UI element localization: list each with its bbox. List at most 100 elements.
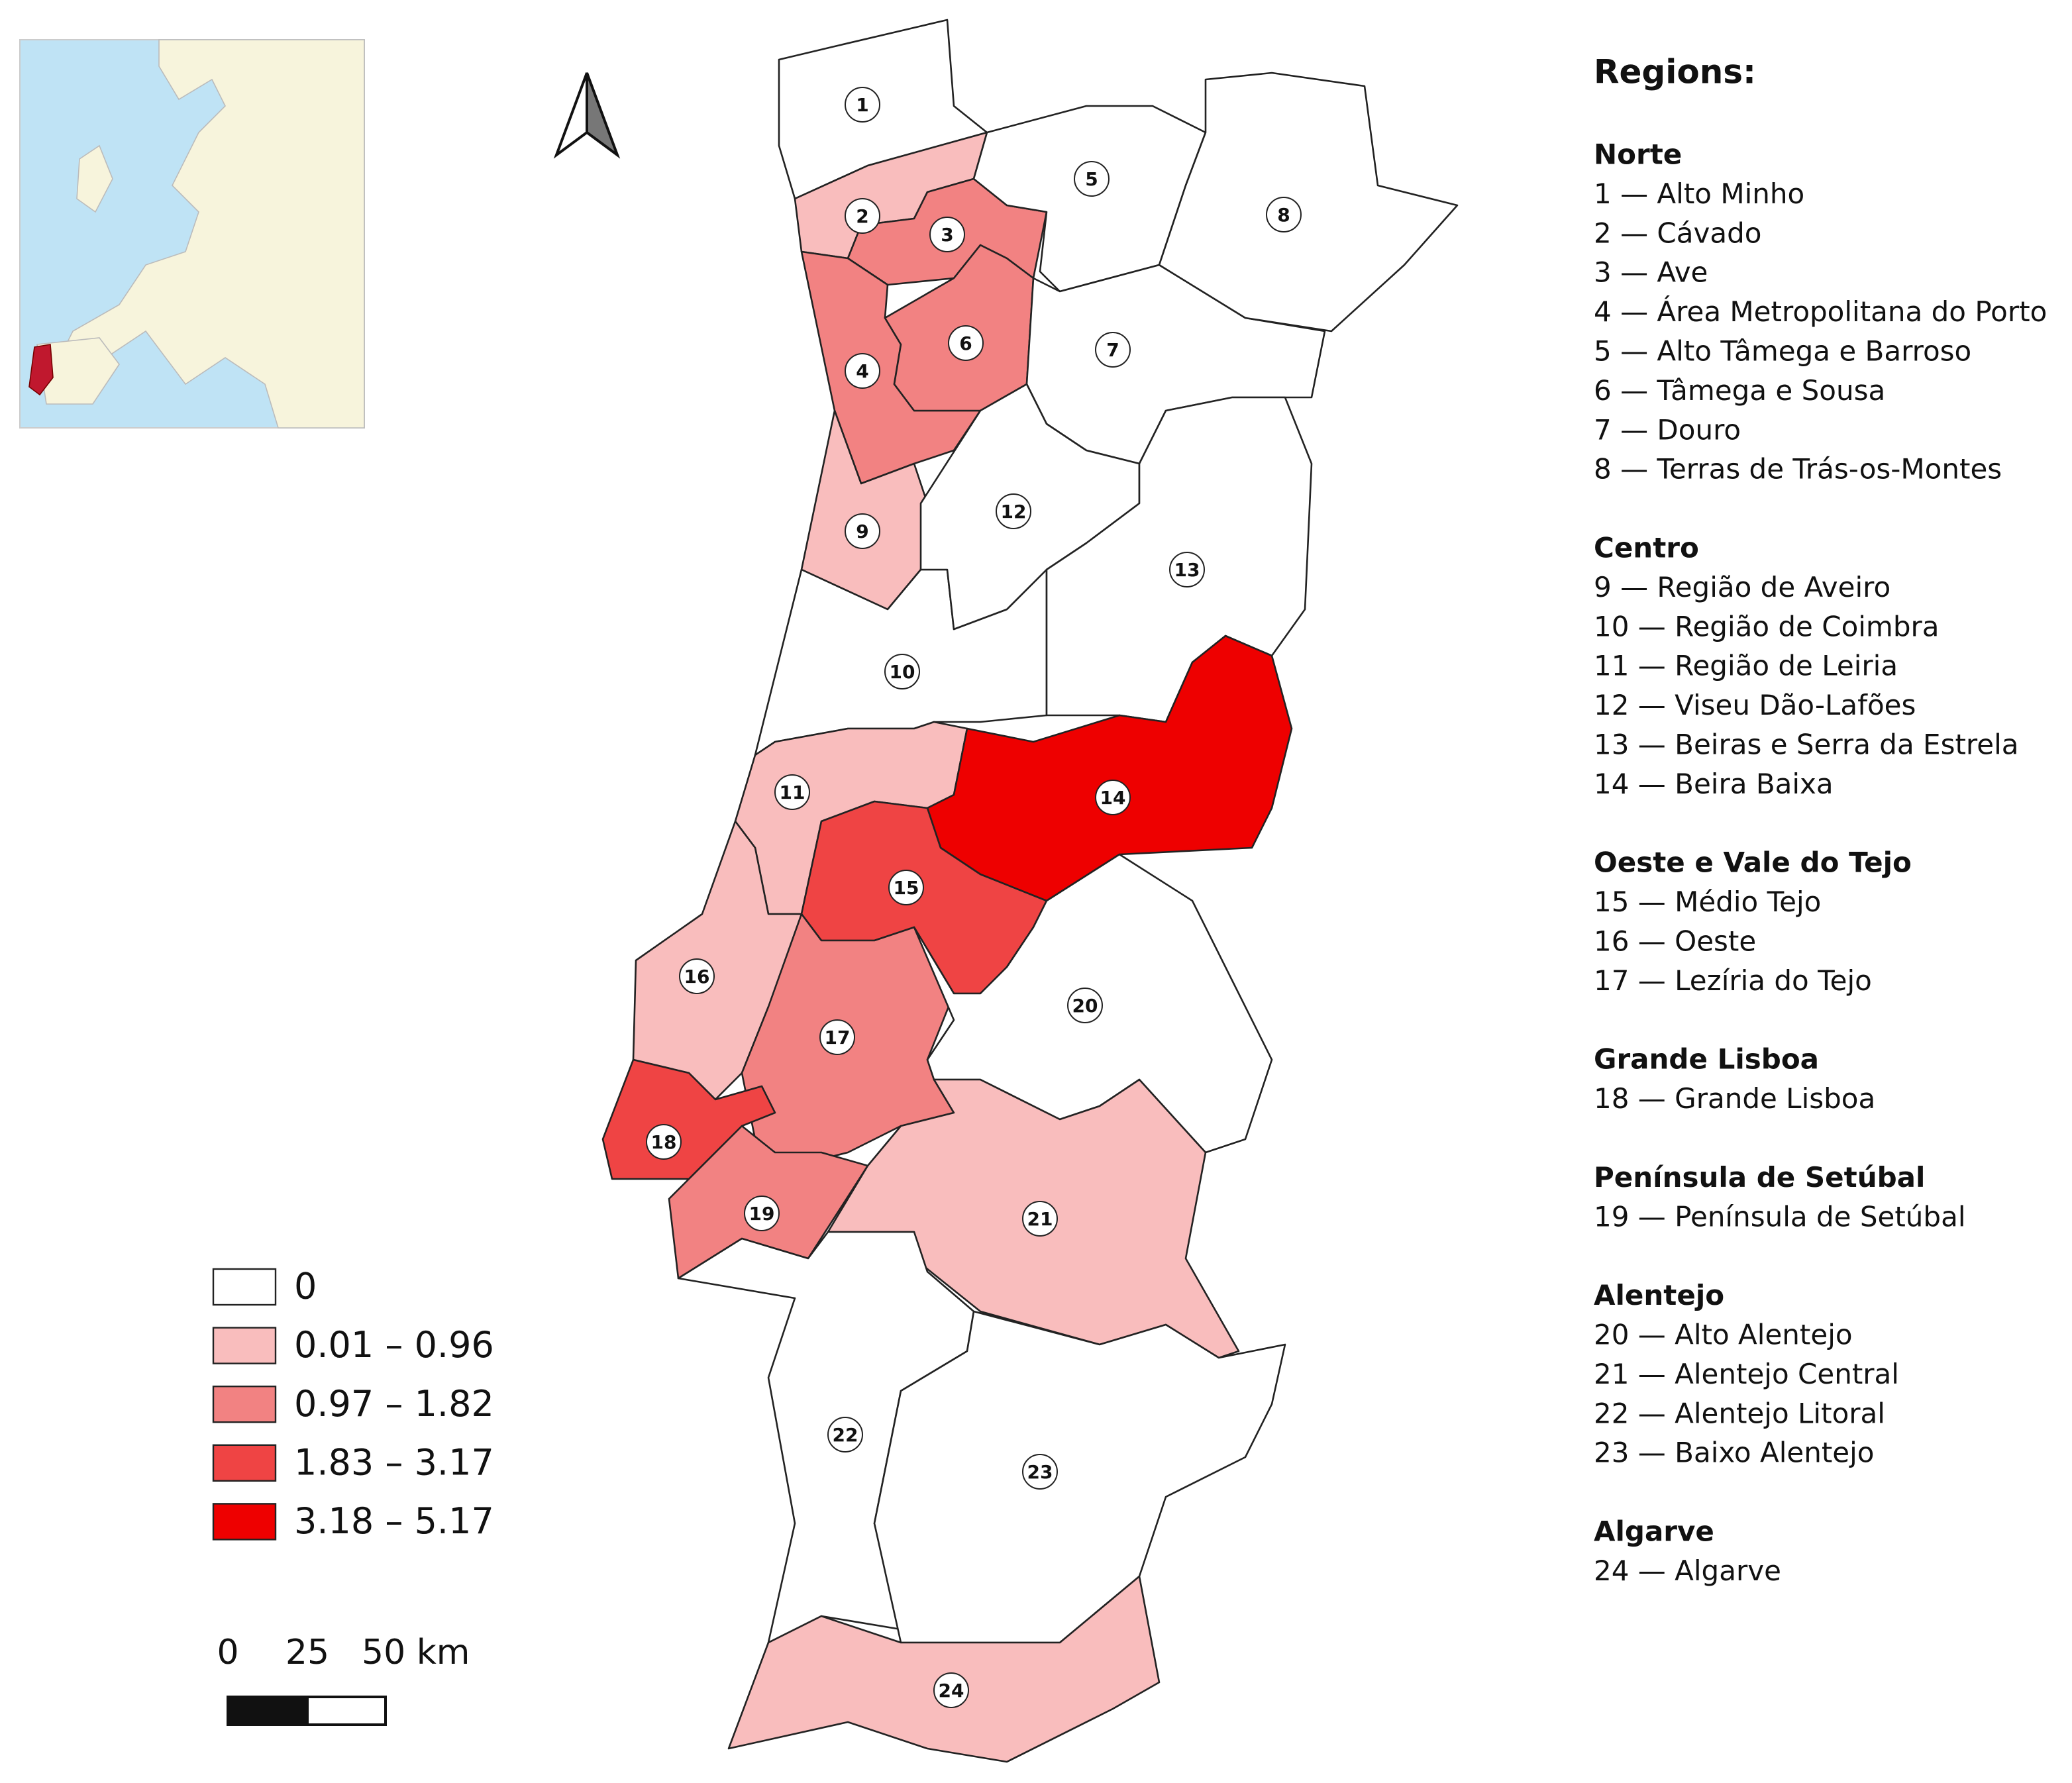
scale-label: 0 [217,1633,238,1672]
north-arrow [553,72,621,159]
region-entry: 22 — Alentejo Litoral [1594,1397,1885,1429]
region-entry: 7 — Douro [1594,413,1741,446]
group-heading: Grande Lisboa [1594,1043,1819,1076]
legend-label: 0.97 – 1.82 [294,1383,494,1425]
region-marker [845,87,880,123]
region-number: 12 [1001,501,1027,523]
region-marker [827,1417,863,1452]
group-heading: Alentejo [1594,1279,1724,1311]
region-number: 6 [959,332,972,354]
regions-panel: Regions: Norte 1 — Alto Minho 2 — Cávado 3 … [1594,53,2047,1587]
inset-portugal [28,344,54,396]
region-number: 17 [825,1027,851,1048]
group-heading: Oeste e Vale do Tejo [1594,846,1912,879]
region-entry: 23 — Baixo Alentejo [1594,1437,1875,1469]
region-entry: 13 — Beiras e Serra da Estrela [1594,729,2019,761]
region-marker [845,353,880,389]
region-entry: 16 — Oeste [1594,925,1756,958]
region-entry: 24 — Algarve [1594,1554,1781,1587]
region-entry: 12 — Viseu Dão-Lafões [1594,689,1916,721]
region-number: 22 [833,1424,858,1446]
region-entry: 21 — Alentejo Central [1594,1358,1899,1390]
region-entry: 1 — Alto Minho [1594,178,1804,210]
region-area [727,1575,1161,1763]
region-entry: 9 — Região de Aveiro [1594,571,1891,603]
region-marker [679,958,715,994]
inset-land [76,144,113,213]
region-marker [1067,988,1103,1023]
region-marker [884,654,920,689]
group-heading: Península de Setúbal [1594,1161,1925,1194]
legend-label: 1.83 – 3.17 [294,1441,494,1483]
region-area [601,1058,776,1180]
region-marker [1074,161,1110,197]
legend-label: 0 [294,1266,317,1307]
region-marker [929,217,965,252]
panel-title: Regions: [1594,53,1756,91]
region-entry: 5 — Alto Tâmega e Barroso [1594,335,1971,368]
region-number: 21 [1027,1208,1053,1230]
region-marker [888,870,924,905]
region-marker [996,493,1031,529]
region-marker [948,325,984,361]
region-marker [845,513,880,549]
region-marker [1095,780,1131,815]
region-marker [1169,552,1205,587]
region-marker [819,1019,855,1055]
region-number: 24 [939,1680,964,1702]
region-entry: 11 — Região de Leiria [1594,650,1898,682]
region-marker [1266,197,1302,232]
region-number: 2 [856,205,868,227]
legend-swatch [212,1503,277,1541]
group-heading: Centro [1594,532,1699,564]
legend-swatch [212,1444,277,1482]
inset-map [19,39,365,429]
scale-bar: 0 25 50 km [217,1633,470,1726]
region-number: 19 [749,1203,775,1225]
region-number: 8 [1277,204,1290,226]
region-entry: 18 — Grande Lisboa [1594,1082,1875,1115]
region-marker [1022,1201,1058,1237]
inset-land [36,337,120,405]
legend-swatch [212,1385,277,1423]
region-area [1158,72,1459,332]
legend-swatch [212,1268,277,1306]
region-number: 16 [684,966,710,988]
region-number: 20 [1072,995,1098,1017]
region-entry: 8 — Terras de Trás-os-Montes [1594,453,2002,485]
region-number: 1 [856,94,868,116]
region-marker [1022,1454,1058,1490]
region-entry: 15 — Médio Tejo [1594,886,1821,918]
region-marker [1095,332,1131,368]
region-marker [774,774,810,810]
region-marker [646,1124,682,1160]
region-entry: 2 — Cávado [1594,217,1761,249]
scale-label: 25 [285,1633,329,1672]
inset-land [52,39,365,429]
region-number: 13 [1174,559,1200,581]
region-number: 14 [1100,787,1126,809]
region-entry: 20 — Alto Alentejo [1594,1319,1853,1351]
legend: 0 0.01 – 0.96 0.97 – 1.82 1.83 – 3.17 3.18 –… [212,1266,494,1542]
region-number: 15 [894,877,919,899]
group-heading: Algarve [1594,1515,1714,1548]
region-entry: 3 — Ave [1594,256,1708,289]
region-entry: 4 — Área Metropolitana do Porto [1594,295,2047,328]
region-number: 9 [856,521,868,542]
region-number: 3 [941,224,953,246]
legend-label: 3.18 – 5.17 [294,1500,494,1542]
region-number: 18 [651,1131,677,1153]
region-number: 5 [1085,168,1098,190]
region-entry: 19 — Península de Setúbal [1594,1200,1965,1233]
region-marker [933,1672,969,1708]
group-heading: Norte [1594,138,1682,171]
scale-label: 50 km [362,1633,470,1672]
region-number: 10 [890,661,915,683]
region-marker [845,198,880,234]
region-entry: 17 — Lezíria do Tejo [1594,964,1872,997]
legend-label: 0.01 – 0.96 [294,1324,494,1366]
region-number: 4 [856,360,868,382]
region-marker [744,1196,780,1231]
